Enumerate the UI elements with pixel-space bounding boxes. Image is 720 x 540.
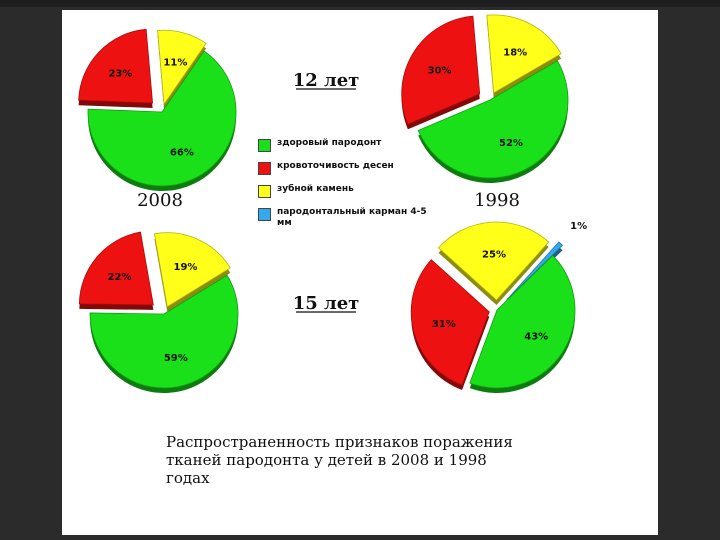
pie-4-pocket-label: 1% (570, 221, 587, 232)
pie-2-healthy-slice (417, 60, 569, 179)
caption: Распространенность признаков поражения т… (166, 433, 513, 487)
age-label-12: 12 лет (293, 70, 360, 91)
legend: здоровый пародонт кровоточивость десен з… (258, 138, 428, 238)
pie-3 (78, 231, 239, 394)
pie-4 (410, 221, 576, 394)
pie-1-calculus-slice (157, 29, 207, 106)
top-stripe (0, 0, 720, 7)
pie-1-healthy-slice (87, 50, 237, 187)
pie-4-healthy-slice (469, 254, 576, 389)
pie-2-calculus-label: 18% (503, 47, 527, 58)
pie-3-calculus-slice (153, 232, 231, 308)
pie-2-healthy-label: 52% (499, 138, 523, 149)
pie-2 (401, 14, 569, 183)
legend-item-pocket: пародонтальный карман 4-5 мм (258, 207, 428, 229)
pie-2-bleeding-label: 30% (428, 66, 452, 77)
pie-3-calculus-label: 19% (174, 262, 198, 273)
pie-4-bleeding-slice (410, 259, 490, 386)
pie-3-healthy-label: 59% (164, 353, 188, 364)
year-label-2008: 2008 (137, 190, 183, 211)
legend-swatch-pocket (258, 208, 271, 221)
pie-4-calculus-label: 25% (482, 249, 506, 260)
pie-3-bleeding-slice (78, 231, 154, 306)
pie-1-bleeding-label: 23% (108, 68, 132, 79)
legend-item-healthy: здоровый пародонт (258, 138, 428, 152)
legend-swatch-bleeding (258, 162, 271, 175)
legend-label-pocket: пародонтальный карман 4-5 мм (277, 207, 427, 228)
pie-1 (78, 28, 237, 192)
legend-swatch-calculus (258, 185, 271, 198)
legend-item-calculus: зубной камень (258, 184, 428, 198)
pie-1-calculus-label: 11% (163, 57, 187, 68)
pie-1-bleeding-slice (78, 28, 154, 104)
pie-2-bleeding-slice (401, 15, 481, 125)
age-label-15: 15 лет (293, 293, 360, 314)
legend-label-healthy: здоровый пародонт (277, 138, 382, 148)
pie-3-healthy-slice (89, 274, 239, 389)
legend-label-bleeding: кровоточивость десен (277, 161, 394, 171)
pie-4-calculus-slice (437, 221, 550, 301)
pie-4-healthy-label: 43% (524, 331, 548, 342)
year-label-1998: 1998 (474, 190, 520, 211)
legend-swatch-healthy (258, 139, 271, 152)
pie-3-bleeding-label: 22% (108, 272, 132, 283)
pie-4-pocket-slice (506, 241, 563, 301)
legend-item-bleeding: кровоточивость десен (258, 161, 428, 175)
pie-2-calculus-slice (486, 14, 562, 94)
pie-1-healthy-label: 66% (170, 148, 194, 159)
legend-label-calculus: зубной камень (277, 184, 354, 194)
pie-4-bleeding-label: 31% (432, 319, 456, 330)
